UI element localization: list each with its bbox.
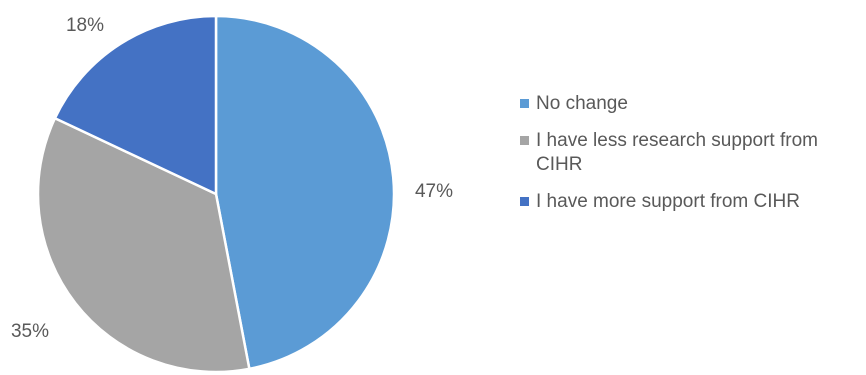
legend-label-less-support: I have less research support from CIHR — [536, 130, 818, 175]
legend-item-no-change: No change — [520, 92, 866, 116]
data-label-no-change: 47% — [415, 181, 453, 202]
legend-item-more-support: I have more support from CIHR — [520, 190, 866, 214]
legend-swatch-less-support — [520, 136, 529, 145]
legend-swatch-more-support — [520, 197, 529, 206]
data-label-less-support: 35% — [11, 321, 49, 342]
legend-swatch-no-change — [520, 99, 529, 108]
pie-slice-less-support — [36, 116, 251, 374]
legend-label-no-change: No change — [536, 93, 628, 114]
pie-slice-more-support — [53, 14, 218, 196]
legend-item-less-support: I have less research support from CIHR — [520, 129, 866, 177]
chart-legend: No change I have less research support f… — [520, 92, 866, 227]
data-label-more-support: 18% — [66, 15, 104, 36]
legend-label-more-support: I have more support from CIHR — [536, 191, 800, 212]
pie-slice-no-change — [214, 14, 396, 371]
